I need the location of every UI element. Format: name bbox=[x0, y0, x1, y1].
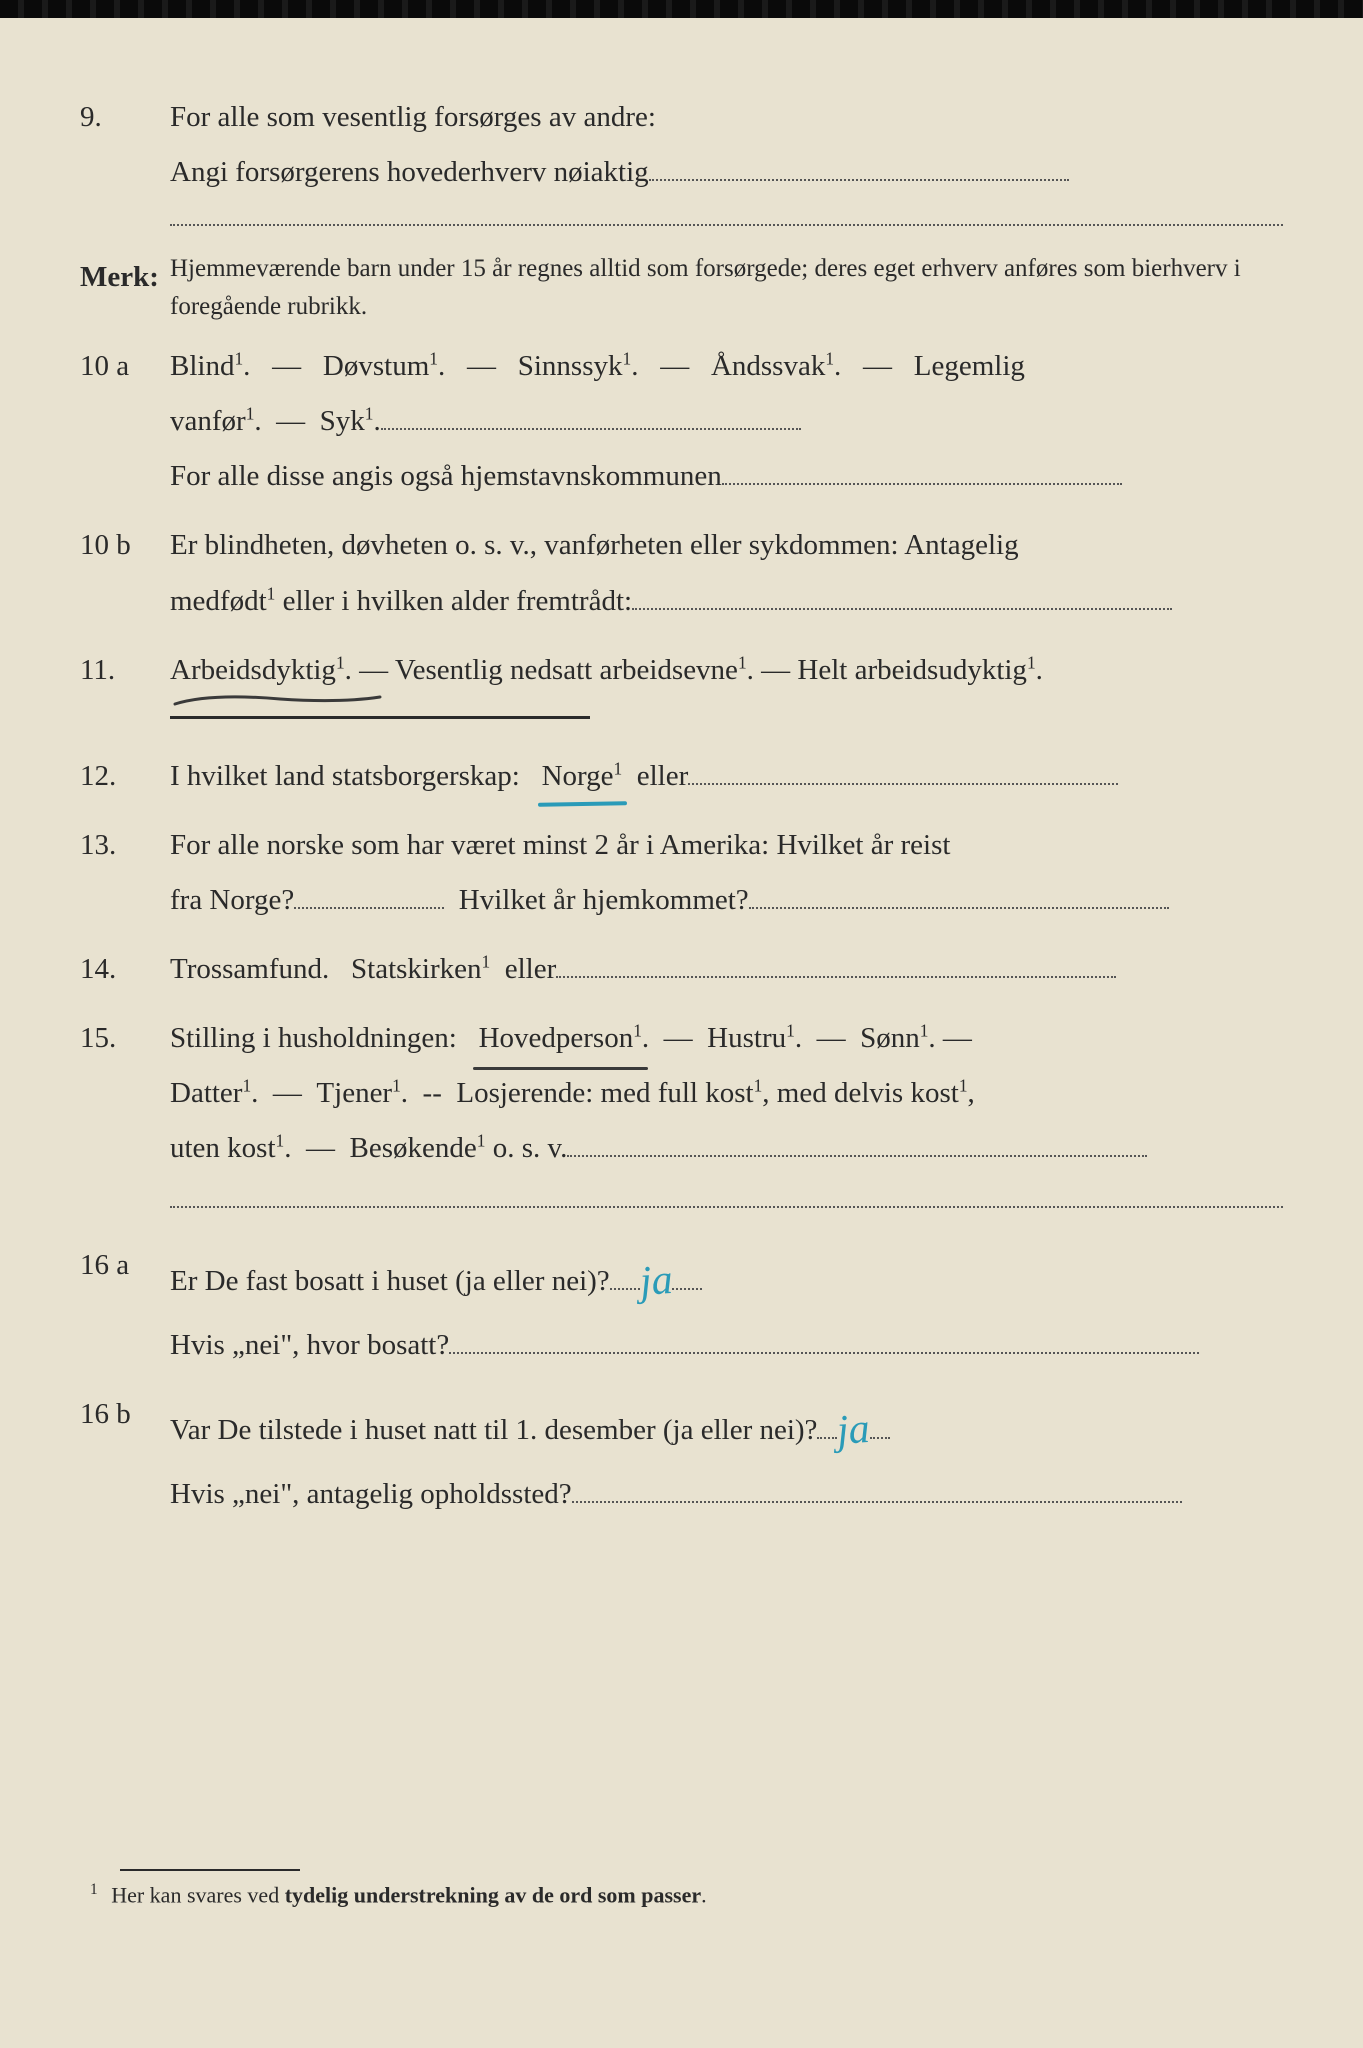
q10a-sinnssyk: Sinnssyk bbox=[518, 350, 623, 382]
q10a-vanfor: vanfør bbox=[170, 405, 246, 437]
footnote-number: 1 bbox=[90, 1881, 98, 1898]
section-divider bbox=[170, 716, 590, 719]
divider bbox=[170, 1206, 1283, 1208]
q15-uten: uten kost bbox=[170, 1132, 276, 1164]
q13-line1: For alle norske som har været minst 2 år… bbox=[170, 829, 950, 861]
q15-losjerende: Losjerende: med full kost bbox=[456, 1077, 753, 1109]
q16b-answer: ja bbox=[835, 1390, 873, 1472]
q10a-line3: For alle disse angis også hjemstavnskomm… bbox=[170, 460, 722, 492]
q10b-line2b: eller i hvilken alder fremtrådt: bbox=[275, 585, 632, 617]
blank-line bbox=[722, 454, 1122, 485]
q13-hjem: Hvilket år hjemkommet? bbox=[459, 884, 749, 916]
q15-hustru: Hustru bbox=[707, 1022, 786, 1054]
q13-content: For alle norske som har været minst 2 år… bbox=[170, 818, 1283, 928]
blank-line bbox=[572, 1472, 1182, 1503]
q10b-line1: Er blindheten, døvheten o. s. v., vanfør… bbox=[170, 529, 1019, 561]
q10a-dovstum: Døvstum bbox=[323, 350, 429, 382]
q16a-content: Er De fast bosatt i huset (ja eller nei)… bbox=[170, 1238, 1283, 1373]
q12-text: I hvilket land statsborgerskap: bbox=[170, 760, 520, 792]
merk-text: Hjemmeværende barn under 15 år regnes al… bbox=[170, 250, 1283, 325]
q12-norge: Norge1 bbox=[542, 749, 623, 804]
q10a-legemlig: Legemlig bbox=[914, 350, 1025, 382]
q10a-syk: Syk bbox=[320, 405, 365, 437]
blank-line bbox=[294, 878, 444, 909]
q16a-number: 16 a bbox=[70, 1238, 170, 1293]
q15-besokende: Besøkende bbox=[349, 1132, 476, 1164]
q10a-blind: Blind bbox=[170, 350, 234, 382]
q9-number: 9. bbox=[70, 90, 170, 145]
question-15: 15. Stilling i husholdningen: Hovedperso… bbox=[70, 1011, 1283, 1176]
divider bbox=[170, 224, 1283, 226]
footnote-rule bbox=[120, 1869, 300, 1871]
q9-line2: Angi forsørgerens hovederhverv nøiaktig bbox=[170, 156, 649, 188]
q10b-medfodt: medfødt bbox=[170, 585, 267, 617]
blank-line bbox=[672, 1259, 702, 1290]
blank-line bbox=[381, 399, 801, 430]
blank-line bbox=[567, 1126, 1147, 1157]
footnote-text: Her kan svares ved tydelig understreknin… bbox=[111, 1882, 706, 1907]
q16b-content: Var De tilstede i huset natt til 1. dese… bbox=[170, 1387, 1283, 1522]
q10a-number: 10 a bbox=[70, 339, 170, 394]
q16b-question: Var De tilstede i huset natt til 1. dese… bbox=[170, 1414, 817, 1446]
q16b-number: 16 b bbox=[70, 1387, 170, 1442]
q12-content: I hvilket land statsborgerskap: Norge1 e… bbox=[170, 749, 1283, 804]
q12-eller: eller bbox=[637, 760, 689, 792]
q13-number: 13. bbox=[70, 818, 170, 873]
q11-nedsatt: Vesentlig nedsatt arbeidsevne bbox=[395, 654, 738, 686]
q15-osv: o. s. v. bbox=[485, 1132, 567, 1164]
merk-label: Merk: bbox=[70, 250, 170, 305]
q9-content: For alle som vesentlig forsørges av andr… bbox=[170, 90, 1283, 200]
blank-line bbox=[749, 878, 1169, 909]
blank-line bbox=[632, 579, 1172, 610]
question-9: 9. For alle som vesentlig forsørges av a… bbox=[70, 90, 1283, 200]
question-10b: 10 b Er blindheten, døvheten o. s. v., v… bbox=[70, 518, 1283, 628]
blank-line bbox=[449, 1323, 1199, 1354]
q13-fra: fra Norge? bbox=[170, 884, 294, 916]
q15-tjener: Tjener bbox=[316, 1077, 392, 1109]
q16a-answer: ja bbox=[637, 1241, 675, 1323]
q15-content: Stilling i husholdningen: Hovedperson1. … bbox=[170, 1011, 1283, 1176]
blank-line bbox=[610, 1259, 640, 1290]
q10b-content: Er blindheten, døvheten o. s. v., vanfør… bbox=[170, 518, 1283, 628]
question-10a: 10 a Blind1. — Døvstum1. — Sinnssyk1. — … bbox=[70, 339, 1283, 504]
q11-arbeidsdyktig: Arbeidsdyktig bbox=[170, 654, 336, 686]
question-12: 12. I hvilket land statsborgerskap: Norg… bbox=[70, 749, 1283, 804]
q9-line1: For alle som vesentlig forsørges av andr… bbox=[170, 101, 656, 133]
q15-delvis: med delvis kost bbox=[777, 1077, 959, 1109]
footnote: 1 Her kan svares ved tydelig understrekn… bbox=[90, 1869, 707, 1908]
note-merk: Merk: Hjemmeværende barn under 15 år reg… bbox=[70, 250, 1283, 325]
q11-udyktig: Helt arbeidsudyktig bbox=[797, 654, 1027, 686]
blank-line bbox=[556, 947, 1116, 978]
q11-number: 11. bbox=[70, 643, 170, 698]
question-16b: 16 b Var De tilstede i huset natt til 1.… bbox=[70, 1387, 1283, 1522]
q10a-andssvak: Åndssvak bbox=[711, 350, 825, 382]
q16a-sub: Hvis „nei", hvor bosatt? bbox=[170, 1329, 449, 1361]
q14-trossamfund: Trossamfund. bbox=[170, 953, 329, 985]
blank-line bbox=[870, 1408, 890, 1439]
question-16a: 16 a Er De fast bosatt i huset (ja eller… bbox=[70, 1238, 1283, 1373]
question-14: 14. Trossamfund. Statskirken1 eller bbox=[70, 942, 1283, 997]
question-13: 13. For alle norske som har været minst … bbox=[70, 818, 1283, 928]
q15-sonn: Sønn bbox=[860, 1022, 920, 1054]
q15-hovedperson: Hovedperson1 bbox=[479, 1011, 642, 1066]
question-11: 11. Arbeidsdyktig1. — Vesentlig nedsatt … bbox=[70, 643, 1283, 698]
q14-statskirken: Statskirken bbox=[351, 953, 482, 985]
q10b-number: 10 b bbox=[70, 518, 170, 573]
q15-datter: Datter bbox=[170, 1077, 242, 1109]
census-form-page: 9. For alle som vesentlig forsørges av a… bbox=[0, 0, 1363, 2048]
blank-line bbox=[649, 150, 1069, 181]
q16b-sub: Hvis „nei", antagelig opholdssted? bbox=[170, 1478, 572, 1510]
q14-eller: eller bbox=[505, 953, 557, 985]
q10a-content: Blind1. — Døvstum1. — Sinnssyk1. — Åndss… bbox=[170, 339, 1283, 504]
blank-line bbox=[817, 1408, 837, 1439]
q14-content: Trossamfund. Statskirken1 eller bbox=[170, 942, 1283, 997]
pencil-underline-mark bbox=[170, 689, 390, 713]
q16a-question: Er De fast bosatt i huset (ja eller nei)… bbox=[170, 1265, 610, 1297]
q12-number: 12. bbox=[70, 749, 170, 804]
q15-stilling: Stilling i husholdningen: bbox=[170, 1022, 457, 1054]
q15-number: 15. bbox=[70, 1011, 170, 1066]
blank-line bbox=[688, 754, 1118, 785]
q14-number: 14. bbox=[70, 942, 170, 997]
